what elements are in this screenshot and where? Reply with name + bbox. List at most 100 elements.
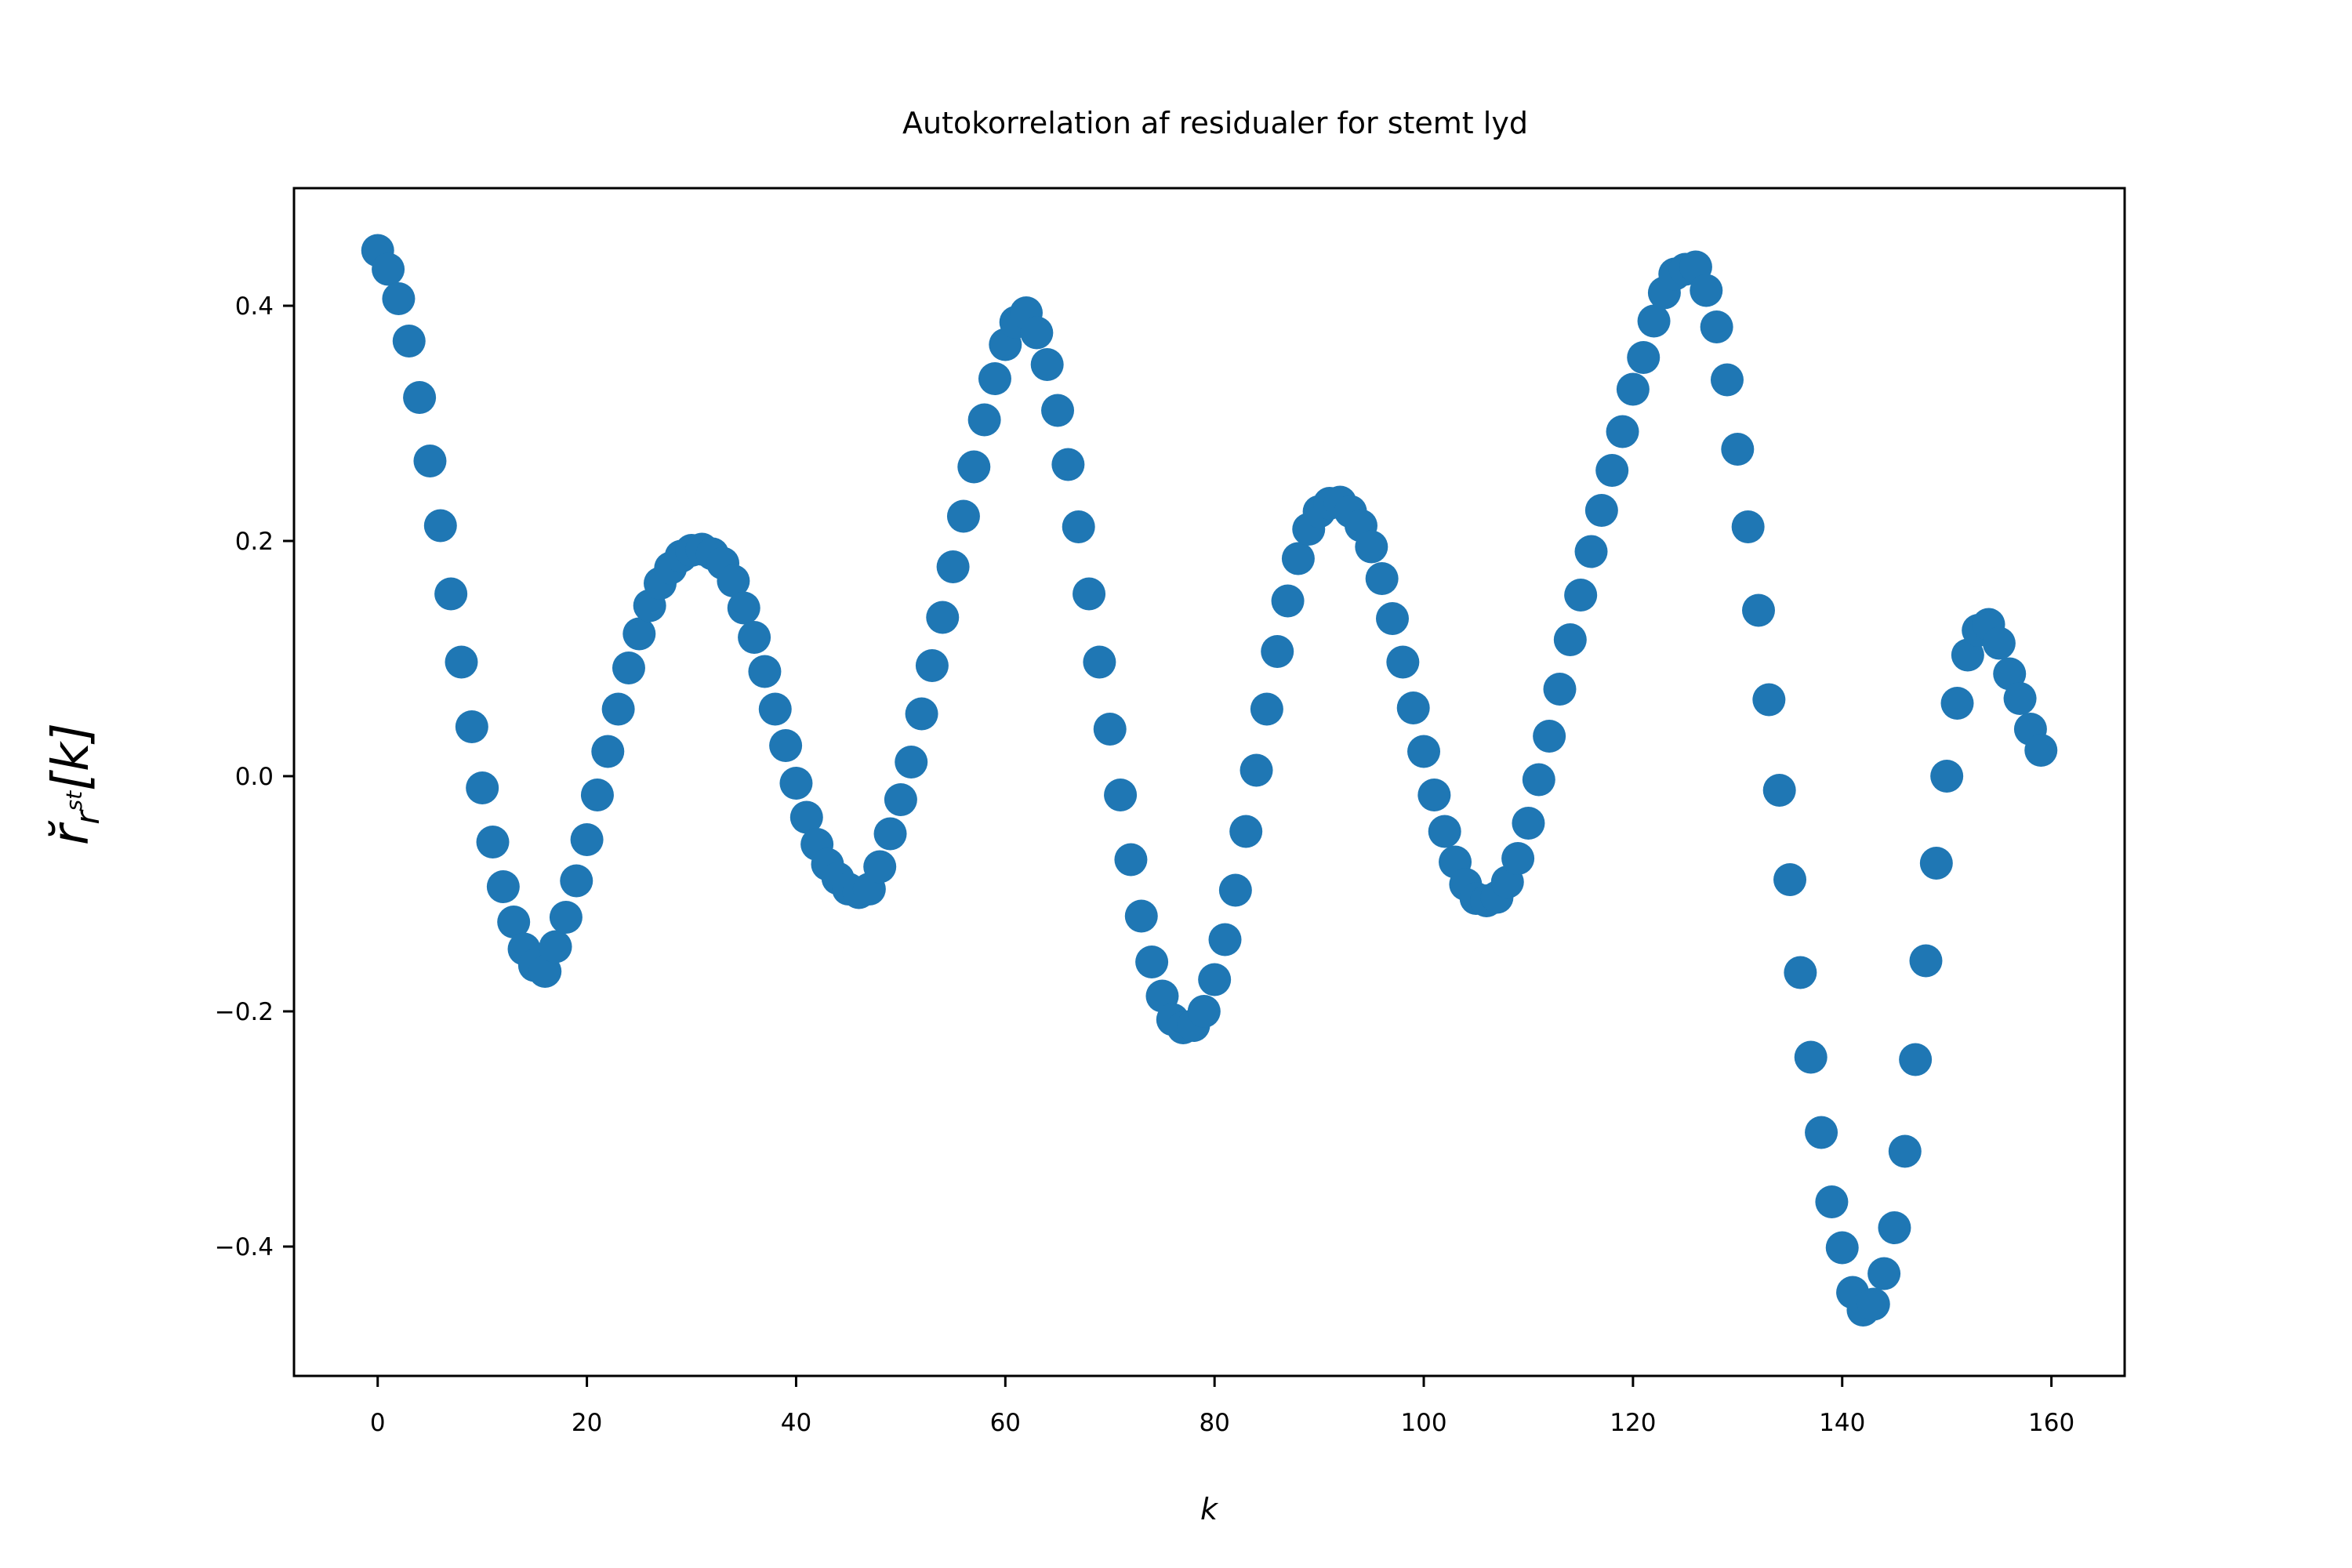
data-point	[863, 850, 897, 884]
data-point	[1815, 1185, 1849, 1218]
data-point	[1041, 394, 1075, 427]
data-point	[1093, 713, 1127, 746]
data-point	[1627, 341, 1661, 374]
data-point	[497, 906, 531, 938]
data-point	[1396, 691, 1430, 724]
data-point	[1773, 863, 1807, 896]
data-point	[1899, 1043, 1933, 1076]
data-point	[1564, 579, 1598, 612]
data-point	[1721, 433, 1755, 466]
data-point	[1574, 535, 1608, 568]
data-point	[779, 767, 813, 800]
data-point	[1794, 1040, 1828, 1074]
data-point	[1700, 310, 1733, 343]
y-axis-label-subsup: st	[61, 790, 87, 811]
data-point	[1710, 363, 1744, 397]
data-point	[967, 403, 1001, 437]
data-point	[1229, 815, 1263, 848]
data-point	[372, 252, 405, 286]
x-tick-label: 160	[2028, 1409, 2074, 1437]
data-point	[1742, 593, 1775, 627]
data-point	[1784, 956, 1817, 989]
data-point	[717, 564, 750, 597]
data-point	[1271, 584, 1305, 618]
y-axis-label-sub: r	[68, 809, 107, 825]
data-point	[528, 955, 562, 988]
data-point	[1533, 720, 1566, 753]
data-point	[957, 450, 991, 484]
x-axis-label: k	[1200, 1492, 1219, 1526]
data-point	[758, 692, 792, 726]
data-point	[1606, 415, 1639, 448]
data-point	[612, 652, 645, 684]
data-point	[1281, 542, 1315, 575]
data-point	[1208, 923, 1242, 956]
data-point	[978, 362, 1011, 395]
data-point	[884, 783, 917, 816]
data-point	[1951, 638, 1984, 672]
data-point	[1062, 510, 1095, 543]
data-point	[1522, 763, 1555, 797]
data-point	[1878, 1211, 1911, 1244]
data-point	[873, 817, 907, 851]
data-point	[466, 771, 499, 804]
data-point	[1198, 963, 1232, 996]
data-point	[2024, 734, 2058, 767]
data-point	[727, 591, 760, 625]
x-tick-label: 140	[1819, 1409, 1865, 1437]
data-point	[1512, 807, 1545, 840]
data-point	[560, 864, 593, 898]
data-point	[748, 655, 782, 688]
data-points	[361, 234, 2058, 1327]
x-tick-label: 120	[1610, 1409, 1656, 1437]
data-point	[1553, 623, 1587, 656]
data-point	[1114, 843, 1148, 877]
data-point	[905, 697, 938, 731]
data-point	[1083, 645, 1116, 679]
data-point	[1261, 635, 1294, 668]
data-point	[1030, 348, 1064, 381]
x-tick-label: 40	[781, 1409, 811, 1437]
y-tick-label: −0.4	[215, 1233, 274, 1261]
x-tick-label: 100	[1400, 1409, 1446, 1437]
data-point	[1637, 304, 1671, 338]
data-point	[1993, 657, 2027, 691]
data-point	[1940, 687, 1974, 720]
data-point	[1690, 274, 1723, 307]
x-tick-label: 20	[572, 1409, 602, 1437]
data-point	[1825, 1231, 1859, 1265]
data-point	[1616, 372, 1650, 406]
data-point	[580, 779, 614, 811]
data-point	[591, 735, 625, 768]
y-axis-ticks: −0.4 −0.2 0.0 0.2 0.4	[215, 292, 294, 1261]
data-point	[1930, 760, 1964, 793]
data-point	[392, 325, 426, 358]
data-point	[476, 826, 510, 858]
data-point	[1073, 577, 1106, 611]
data-point	[1240, 753, 1273, 787]
x-tick-label: 0	[370, 1409, 386, 1437]
data-point	[936, 550, 970, 583]
plot-frame	[292, 187, 2126, 1377]
y-axis-label-bracket: [k]	[42, 723, 100, 791]
data-point	[1376, 602, 1409, 635]
data-point	[1355, 530, 1388, 564]
svg-text:r̆rst[k]: r̆rst[k]	[42, 723, 107, 845]
data-point	[382, 282, 416, 315]
data-point	[1982, 626, 2016, 660]
data-point	[1428, 815, 1461, 848]
data-point	[1417, 779, 1451, 811]
data-point	[1187, 995, 1221, 1028]
y-tick-label: −0.2	[215, 998, 274, 1026]
data-point	[1543, 673, 1577, 706]
x-axis-ticks: 0 20 40 60 80 100 120 140 160	[370, 1376, 2074, 1437]
data-point	[570, 823, 604, 856]
data-point	[1407, 735, 1441, 768]
data-point	[926, 601, 960, 634]
y-axis-label: r̆rst[k]	[42, 723, 107, 845]
y-tick-label: 0.0	[235, 763, 274, 791]
data-point	[1124, 899, 1158, 933]
data-point	[1805, 1116, 1838, 1149]
y-tick-label: 0.4	[235, 292, 274, 321]
